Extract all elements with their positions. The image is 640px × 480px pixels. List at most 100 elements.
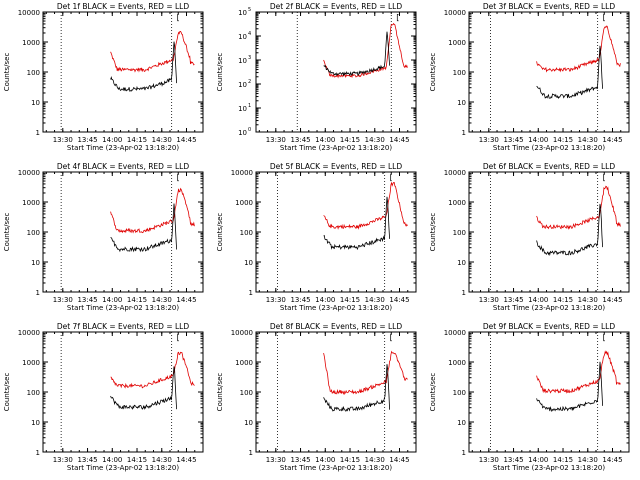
y-tick-label: 1 [249, 449, 253, 457]
y-axis-label: Counts/sec [3, 53, 11, 92]
y-tick-label: 1000 [448, 359, 466, 367]
panel-title: Det 4f BLACK = Events, RED = LLD [57, 162, 190, 171]
events-series-line [110, 203, 177, 253]
panel-det5f: Det 5f BLACK = Events, RED = LLD Counts/s… [216, 162, 417, 312]
panel-title: Det 1f BLACK = Events, RED = LLD [57, 2, 190, 11]
x-tick-label: 14:45 [176, 136, 196, 144]
interval-marker: [ [390, 173, 393, 182]
x-tick-label: 14:30 [365, 136, 385, 144]
x-tick-label: 14:30 [152, 456, 172, 464]
events-series-line [323, 364, 390, 412]
y-tick-label: 100 [27, 69, 40, 77]
y-tick-label: 10 [238, 129, 247, 137]
panel-title: Det 6f BLACK = Events, RED = LLD [483, 162, 616, 171]
y-tick-label: 10000 [444, 169, 466, 177]
events-series-line [536, 361, 603, 413]
interval-marker: [ [603, 173, 606, 182]
x-tick-label: 13:45 [503, 136, 523, 144]
x-tick-label: 13:30 [53, 136, 73, 144]
x-tick-label: 14:45 [389, 136, 409, 144]
x-tick-label: 14:00 [528, 456, 548, 464]
x-tick-label: 14:30 [578, 296, 598, 304]
x-tick-label: 14:45 [602, 296, 622, 304]
x-tick-label: 14:30 [152, 296, 172, 304]
x-tick-label: 14:15 [553, 136, 573, 144]
y-tick-label: 100 [27, 229, 40, 237]
panel-det2f: Det 2f BLACK = Events, RED = LLD Counts/s… [216, 2, 417, 152]
y-tick-label: 10 [244, 419, 253, 427]
x-tick-label: 13:45 [77, 456, 97, 464]
y-tick-label: 10 [238, 9, 247, 17]
panel-title: Det 2f BLACK = Events, RED = LLD [270, 2, 403, 11]
y-tick-label: 1000 [448, 39, 466, 47]
y-tick-label: 10000 [444, 9, 466, 17]
x-tick-label: 14:00 [102, 296, 122, 304]
panel-det1f: Det 1f BLACK = Events, RED = LLD Counts/s… [3, 2, 204, 152]
y-tick-label: 10000 [18, 329, 40, 337]
x-tick-label: 13:30 [53, 456, 73, 464]
x-tick-label: 13:30 [53, 296, 73, 304]
plot-frame [42, 331, 204, 453]
y-tick-label: 10 [31, 99, 40, 107]
y-tick-label: 10000 [18, 169, 40, 177]
lld-series-line [536, 185, 621, 230]
y-tick-label: 10 [238, 33, 247, 41]
x-tick-label: 13:45 [290, 456, 310, 464]
x-tick-label: 14:45 [389, 296, 409, 304]
x-tick-label: 14:30 [152, 136, 172, 144]
x-tick-label: 14:45 [602, 136, 622, 144]
y-axis-label: Counts/sec [3, 373, 11, 412]
y-axis-label: Counts/sec [216, 213, 224, 252]
y-tick-label: 10 [238, 57, 247, 65]
y-tick-label: 100 [453, 389, 466, 397]
y-tick-label: 100 [240, 389, 253, 397]
panel-title: Det 5f BLACK = Events, RED = LLD [270, 162, 403, 171]
events-series-line [536, 45, 603, 100]
y-tick-exponent: 0 [248, 127, 251, 133]
events-series-line [323, 31, 390, 77]
y-tick-label: 1000 [448, 199, 466, 207]
x-axis-label: Start Time (23-Apr-02 13:18:20) [493, 304, 605, 312]
y-tick-label: 1 [249, 289, 253, 297]
x-tick-label: 14:15 [553, 296, 573, 304]
y-tick-label: 100 [27, 389, 40, 397]
y-tick-label: 10 [457, 99, 466, 107]
panel-det7f: Det 7f BLACK = Events, RED = LLD Counts/s… [3, 322, 204, 472]
x-tick-label: 14:45 [602, 456, 622, 464]
x-tick-label: 13:30 [479, 296, 499, 304]
y-tick-label: 1 [36, 449, 40, 457]
y-tick-label: 100 [240, 229, 253, 237]
x-tick-label: 14:30 [578, 456, 598, 464]
y-axis-label: Counts/sec [429, 53, 437, 92]
panel-title: Det 8f BLACK = Events, RED = LLD [270, 322, 403, 331]
plot-frame [468, 11, 630, 133]
y-axis-label: Counts/sec [3, 213, 11, 252]
y-tick-label: 10000 [18, 9, 40, 17]
y-tick-label: 10000 [231, 329, 253, 337]
panel-title: Det 7f BLACK = Events, RED = LLD [57, 322, 190, 331]
interval-marker: [ [396, 13, 399, 22]
x-tick-label: 14:15 [127, 296, 147, 304]
x-tick-label: 13:45 [77, 296, 97, 304]
panel-title: Det 9f BLACK = Events, RED = LLD [483, 322, 616, 331]
interval-marker: [ [603, 333, 606, 342]
x-tick-label: 13:45 [290, 136, 310, 144]
y-axis-label: Counts/sec [216, 53, 224, 92]
interval-marker: [ [177, 173, 180, 182]
x-tick-label: 14:00 [102, 136, 122, 144]
x-tick-label: 14:00 [315, 456, 335, 464]
y-tick-label: 100 [453, 69, 466, 77]
interval-marker: [ [177, 333, 180, 342]
lld-series-line [323, 22, 408, 79]
panel-det8f: Det 8f BLACK = Events, RED = LLD Counts/s… [216, 322, 417, 472]
x-tick-label: 13:45 [503, 296, 523, 304]
lld-series-line [110, 351, 195, 389]
x-tick-label: 14:15 [340, 296, 360, 304]
x-axis-label: Start Time (23-Apr-02 13:18:20) [280, 144, 392, 152]
plot-frame [42, 11, 204, 133]
y-tick-label: 10 [457, 259, 466, 267]
x-tick-label: 14:45 [176, 296, 196, 304]
y-tick-label: 1 [36, 129, 40, 137]
x-axis-label: Start Time (23-Apr-02 13:18:20) [493, 464, 605, 472]
